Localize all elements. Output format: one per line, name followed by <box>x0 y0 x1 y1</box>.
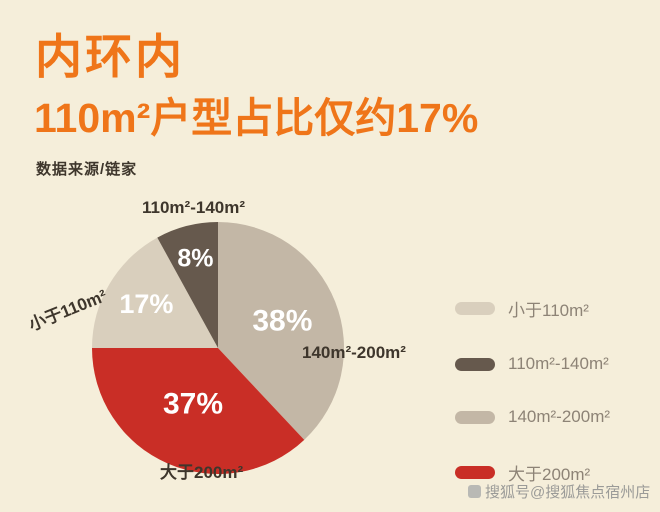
pie-svg: 17%8% 38% 37% <box>92 222 344 474</box>
pie-slice-3[interactable] <box>92 348 305 474</box>
watermark-text: 搜狐号@搜狐焦点宿州店 <box>485 484 651 501</box>
pie-slice-1[interactable] <box>157 222 218 348</box>
pie-value-label-0: 17% <box>119 289 173 319</box>
legend-item-over-200: 大于200m² <box>455 460 610 485</box>
pie-chart: 17% 8% 38% 37% <box>90 220 346 476</box>
legend-swatch-110-140 <box>455 357 495 371</box>
legend: 小于110m² 110m²-140m² 140m²-200m² 大于200m² <box>455 296 610 485</box>
pie-value-label-1: 8% <box>177 245 213 273</box>
data-source: 数据来源/链家 <box>36 161 138 178</box>
legend-swatch-over-200 <box>455 466 495 479</box>
legend-label-110-140: 110m²-140m² <box>508 354 609 373</box>
sohu-logo-icon <box>468 485 481 498</box>
legend-item-110-140: 110m²-140m² <box>455 354 610 374</box>
legend-label-over-200: 大于200m² <box>508 465 591 484</box>
legend-swatch-less-110 <box>455 302 495 315</box>
pie-value-label-2: 38% <box>252 304 312 337</box>
pie-slice-0[interactable] <box>92 237 218 348</box>
legend-swatch-140-200 <box>455 410 495 424</box>
legend-item-140-200: 140m²-200m² <box>455 407 610 427</box>
legend-label-less-110: 小于110m² <box>508 301 589 320</box>
page-subtitle: 110m²户型占比仅约17% <box>34 95 479 141</box>
slice-label-110-140: 110m²-140m² <box>142 198 246 217</box>
slice-label-over-200: 大于200m² <box>160 463 244 482</box>
legend-label-140-200: 140m²-200m² <box>508 407 611 426</box>
legend-item-less-110: 小于110m² <box>455 296 610 321</box>
slice-label-140-200: 140m²-200m² <box>302 343 406 362</box>
pie-slice-2[interactable] <box>218 222 344 440</box>
page-title: 内环内 <box>35 30 185 83</box>
watermark: 搜狐号@搜狐焦点宿州店 <box>468 481 650 502</box>
pie-value-label-3: 37% <box>163 388 223 421</box>
